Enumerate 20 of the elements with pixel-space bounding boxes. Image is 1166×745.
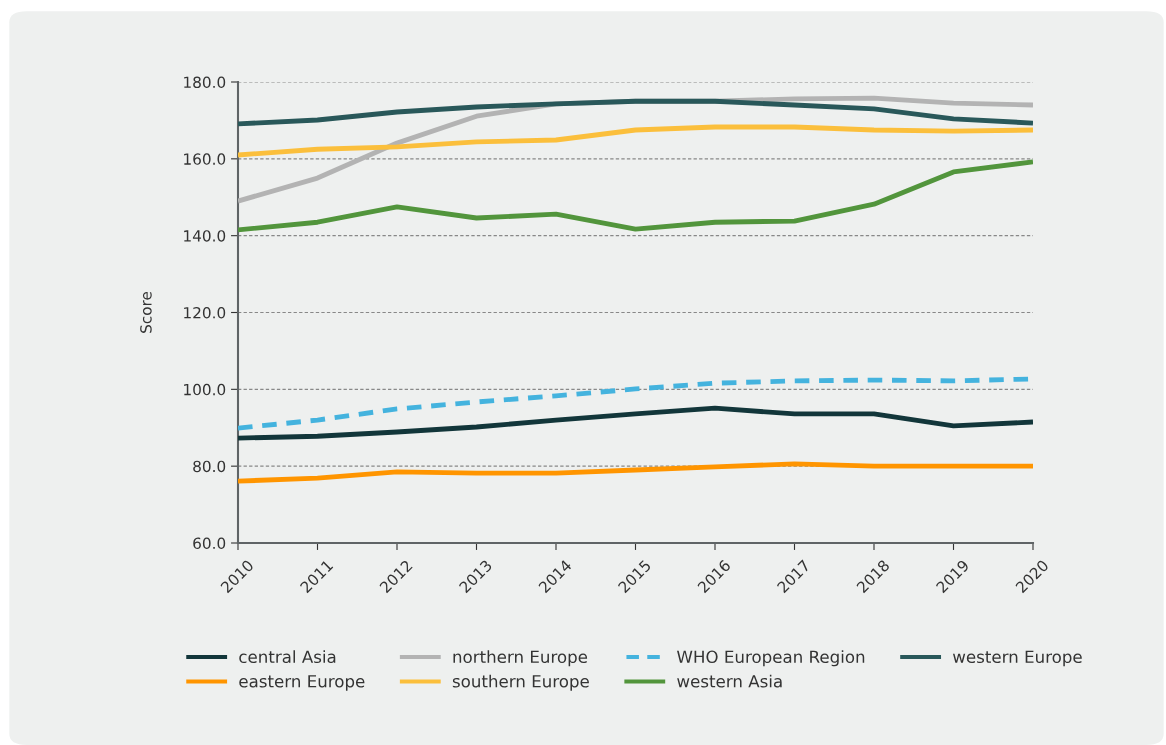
legend-label: eastern Europe xyxy=(239,675,365,691)
legend-label: WHO European Region xyxy=(677,650,865,667)
y-tick-label: 100.0 xyxy=(184,383,226,396)
y-tick-label: 120.0 xyxy=(184,306,226,319)
legend-label: western Europe xyxy=(952,650,1082,667)
y-tick-label: 140.0 xyxy=(184,230,226,242)
y-tick-label: 80.0 xyxy=(193,460,226,473)
legend-label: southern Europe xyxy=(452,674,589,691)
y-tick-label: 60.0 xyxy=(193,537,226,550)
line-series xyxy=(238,405,1033,441)
line-series xyxy=(238,98,1033,127)
legend-label: northern Europe xyxy=(453,650,588,667)
legend-label: western Asia xyxy=(677,674,782,688)
legend-label: central Asia xyxy=(239,650,336,664)
y-tick-label: 180.0 xyxy=(184,76,226,89)
line-series xyxy=(238,124,1033,158)
line-series xyxy=(238,159,1033,233)
y-axis-title: Score xyxy=(140,291,152,333)
y-tick-label: 160.0 xyxy=(184,153,226,165)
line-series xyxy=(238,461,1033,484)
